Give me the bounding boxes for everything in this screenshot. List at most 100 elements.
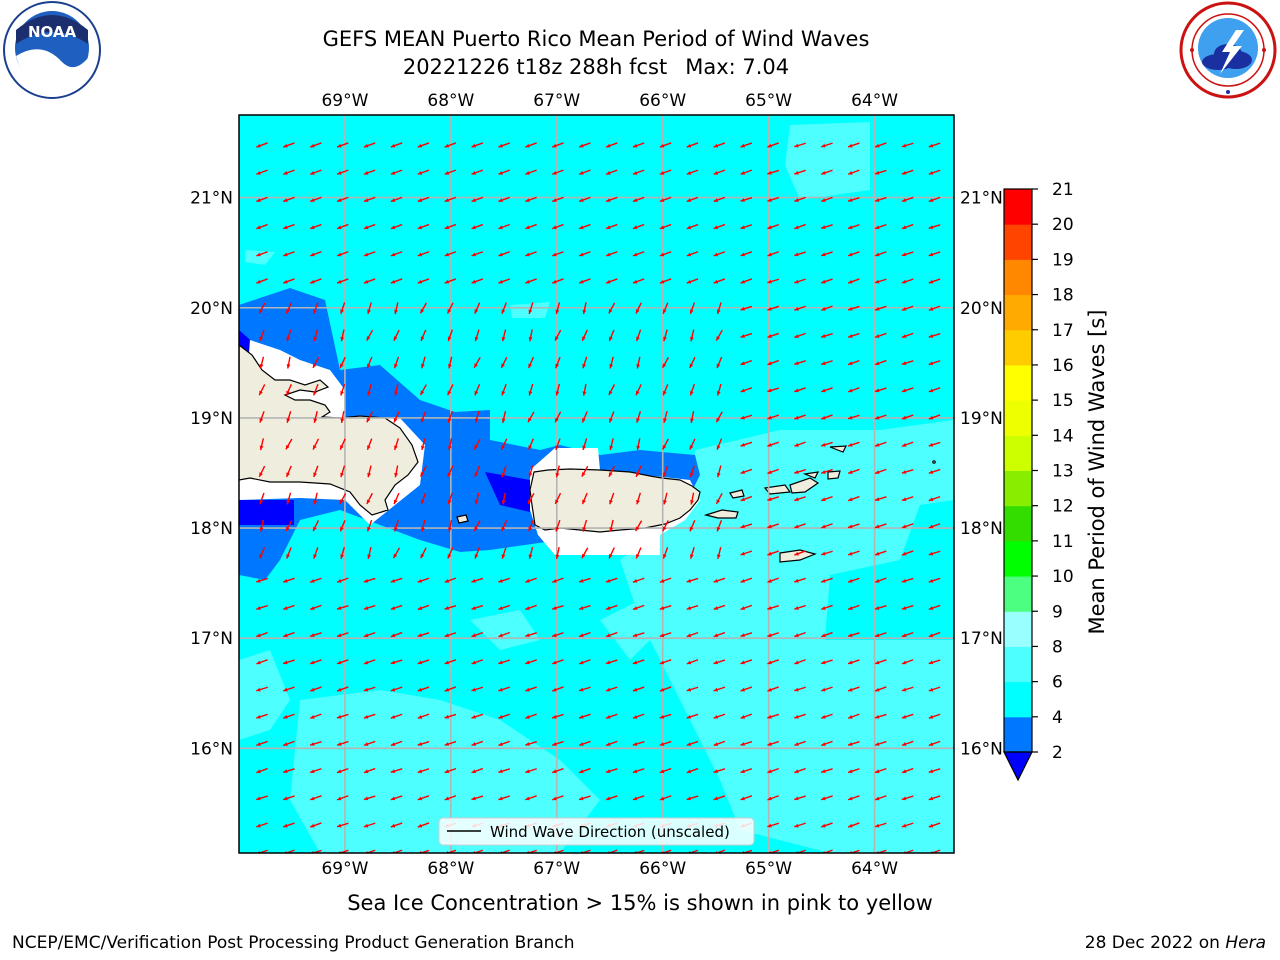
wave-direction-arrow (928, 441, 941, 447)
wave-direction-arrow (605, 577, 618, 583)
wave-direction-arrow (363, 713, 376, 719)
wave-direction-arrow (444, 795, 457, 801)
wave-direction-arrow (473, 357, 481, 369)
wave-direction-arrow (794, 740, 806, 747)
wave-direction-arrow (713, 604, 726, 611)
wave-direction-arrow (313, 465, 319, 478)
wave-direction-arrow (820, 360, 833, 366)
wave-direction-arrow (874, 740, 887, 746)
wave-direction-arrow (444, 740, 457, 746)
wave-direction-arrow (901, 550, 914, 556)
vieques-island (703, 509, 739, 519)
wave-direction-arrow (336, 169, 349, 175)
wave-direction-arrow (390, 740, 403, 747)
wave-direction-arrow (874, 196, 887, 202)
wave-direction-arrow (632, 768, 645, 774)
lat-tick-label: 21°N (960, 189, 1003, 209)
wave-direction-arrow (686, 713, 699, 719)
wave-direction-arrow (874, 604, 887, 610)
wave-direction-arrow (608, 329, 615, 342)
wave-direction-arrow (874, 795, 887, 801)
wave-direction-arrow (874, 822, 887, 828)
wave-direction-arrow (847, 169, 860, 175)
wave-direction-arrow (336, 767, 349, 774)
wave-direction-arrow (471, 795, 484, 801)
wave-direction-arrow (582, 356, 588, 369)
latitude-ticks-right: 21°N 20°N 19°N 18°N 17°N 16°N (960, 189, 1003, 760)
wave-direction-arrow (501, 547, 507, 559)
colorbar-segment (1004, 294, 1032, 331)
wave-direction-arrow (605, 768, 618, 774)
wave-direction-arrow (820, 686, 833, 692)
lon-tick-label: 69°W (321, 91, 368, 111)
wave-direction-arrow (847, 632, 860, 638)
wave-direction-arrow (336, 196, 349, 203)
wave-direction-arrow (632, 713, 645, 719)
wave-direction-arrow (740, 768, 753, 774)
chart-title: GEFS MEAN Puerto Rico Mean Period of Win… (322, 27, 870, 51)
wave-direction-arrow (363, 251, 376, 257)
wave-direction-arrow (605, 740, 618, 747)
wave-direction-arrow (471, 604, 484, 610)
wave-direction-arrow (366, 356, 373, 369)
wave-direction-arrow (283, 251, 295, 257)
wave-direction-arrow (609, 519, 614, 532)
wave-direction-arrow (447, 438, 453, 451)
wave-direction-arrow (256, 822, 268, 828)
wave-direction-arrow (663, 329, 668, 342)
wave-direction-arrow (420, 411, 427, 423)
wave-direction-arrow (336, 142, 349, 148)
wave-direction-arrow (632, 686, 645, 692)
wave-direction-arrow (847, 713, 860, 719)
wave-direction-arrow (471, 740, 484, 747)
wave-direction-arrow (363, 278, 376, 284)
wave-direction-arrow (713, 223, 726, 230)
wave-direction-arrow (794, 631, 806, 638)
wave-direction-arrow (821, 414, 833, 420)
wave-direction-arrow (636, 411, 642, 423)
wave-direction-arrow (663, 411, 668, 423)
wave-direction-arrow (659, 659, 672, 665)
wave-direction-arrow (740, 604, 753, 611)
wave-direction-arrow (740, 686, 753, 692)
wave-direction-arrow (420, 492, 427, 505)
wave-direction-arrow (740, 577, 753, 583)
wave-direction-arrow (578, 686, 591, 692)
wave-direction-arrow (636, 356, 641, 369)
latitude-ticks-left: 21°N 20°N 19°N 18°N 17°N 16°N (190, 189, 233, 760)
wave-direction-arrow (821, 305, 833, 311)
wave-direction-arrow (471, 659, 484, 665)
wave-direction-arrow (367, 383, 372, 396)
wave-direction-arrow (390, 251, 403, 257)
wave-direction-arrow (340, 410, 345, 424)
wave-direction-arrow (444, 223, 457, 230)
wave-direction-arrow (794, 550, 806, 556)
colorbar-segment (1004, 505, 1032, 542)
wave-direction-arrow (474, 384, 481, 396)
wave-direction-arrow (283, 740, 295, 747)
longitude-ticks-top: 69°W 68°W 67°W 66°W 65°W 64°W (321, 91, 898, 111)
wave-direction-arrow (767, 332, 780, 339)
wave-direction-arrow (740, 468, 753, 475)
wave-direction-arrow (605, 795, 618, 801)
wave-direction-arrow (901, 332, 914, 339)
wave-direction-arrow (474, 465, 481, 478)
wave-direction-arrow (901, 740, 914, 747)
chart-subtitle: 20221226 t18z 288h fcst Max: 7.04 (246, 55, 946, 79)
wave-direction-arrow (471, 223, 484, 230)
wave-direction-arrow (874, 496, 887, 502)
wave-direction-arrow (767, 686, 779, 692)
wave-direction-arrow (659, 577, 672, 583)
wave-direction-arrow (256, 767, 268, 774)
wave-direction-arrow (686, 604, 699, 610)
wave-direction-arrow (794, 713, 806, 719)
wave-direction-arrow (740, 142, 753, 148)
wave-direction-arrow (363, 196, 376, 203)
wave-direction-arrow (390, 768, 403, 774)
wave-direction-arrow (390, 142, 403, 148)
wave-direction-arrow (336, 251, 349, 257)
wave-direction-arrow (309, 251, 322, 257)
lon-tick-label: 64°W (851, 91, 898, 111)
wave-direction-arrow (256, 278, 268, 284)
wave-direction-arrow (336, 686, 349, 692)
